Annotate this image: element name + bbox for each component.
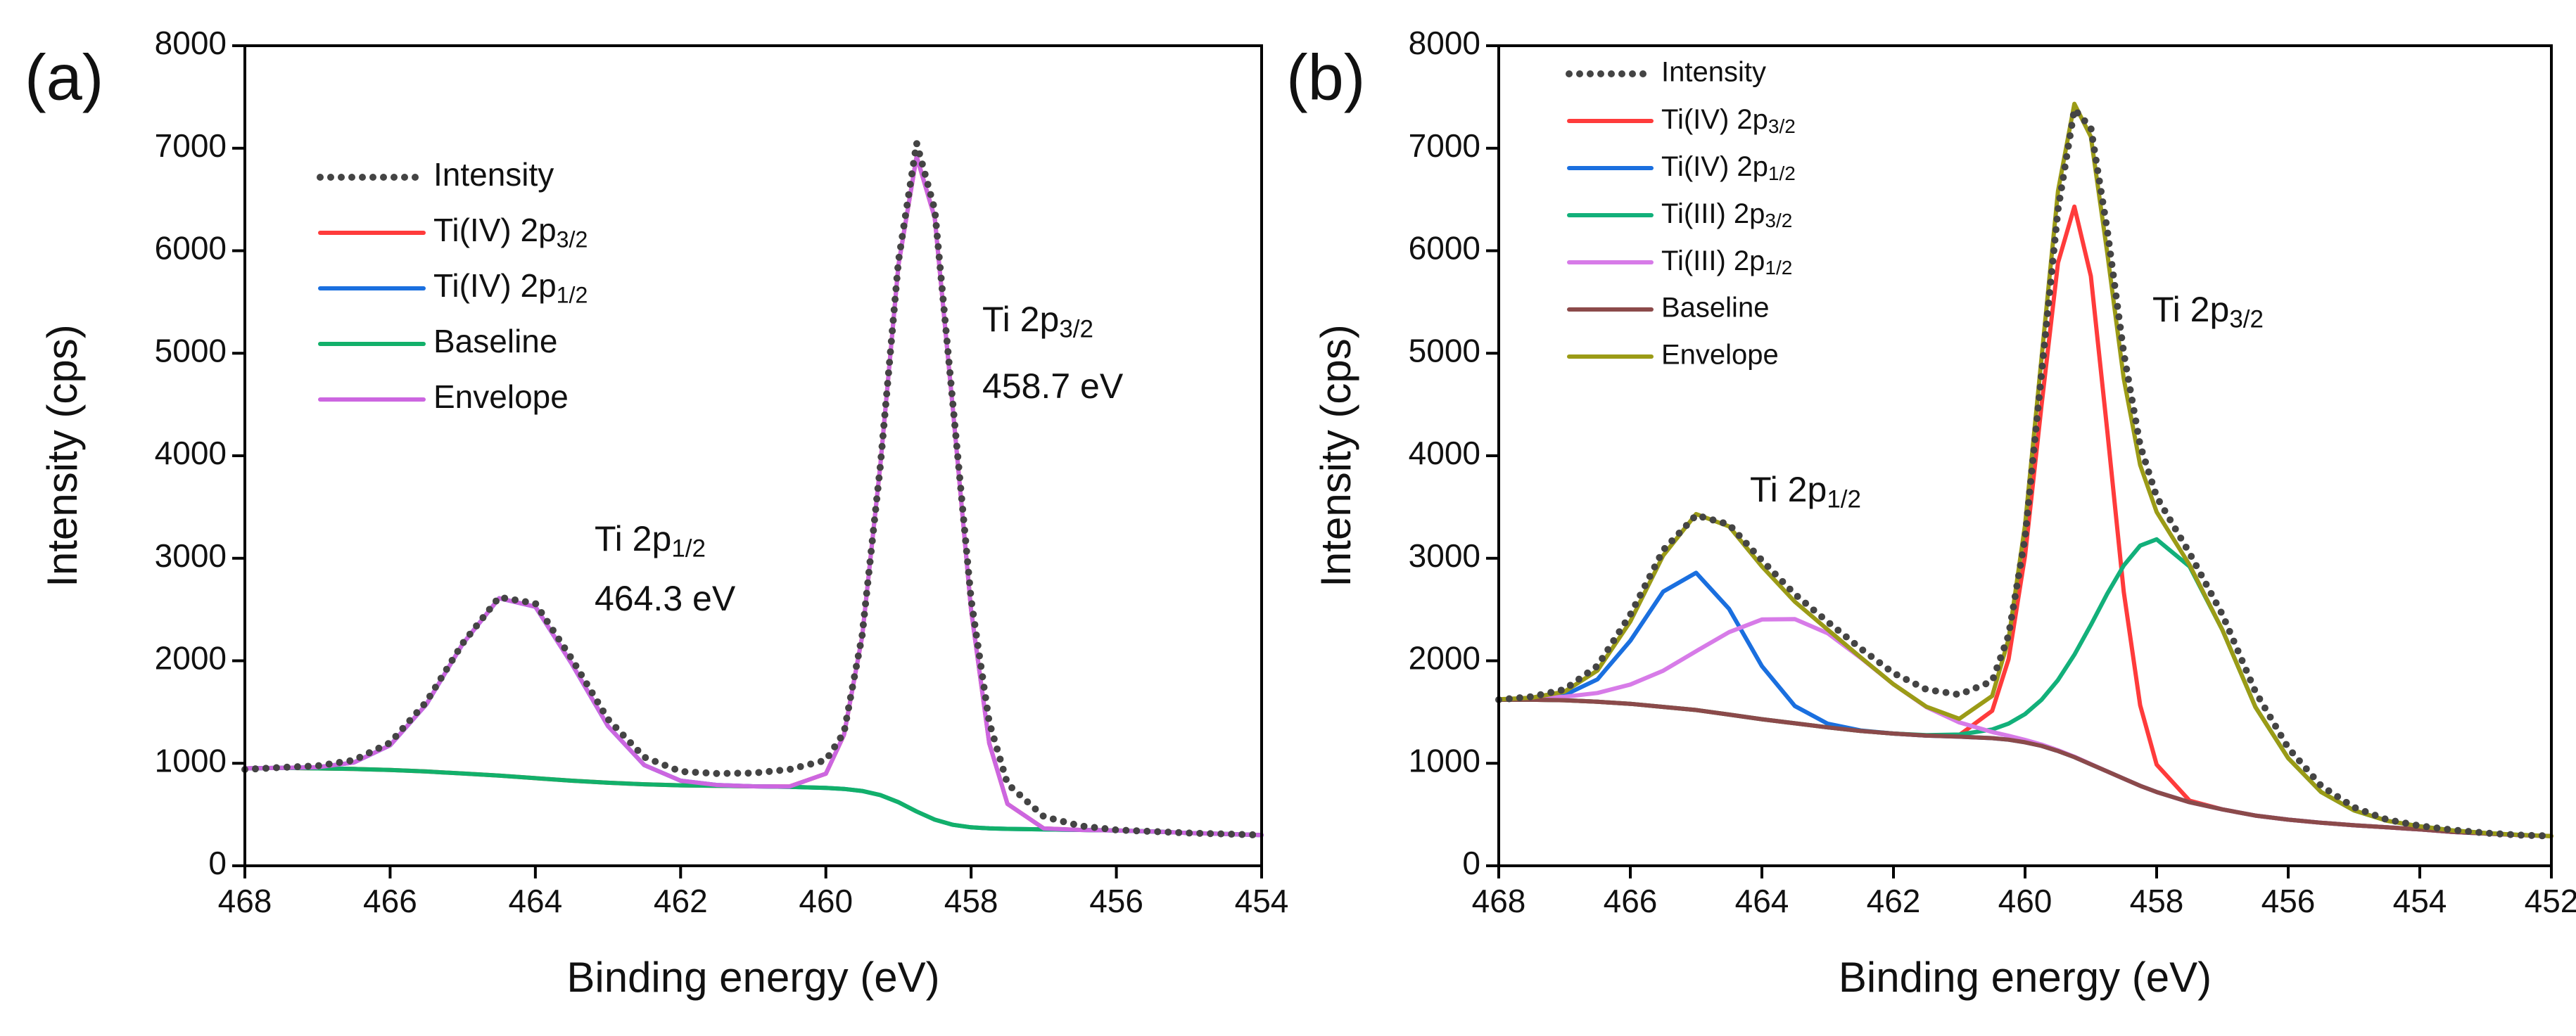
y-tick-label: 5000 — [155, 332, 227, 369]
series-line — [1497, 537, 2553, 838]
legend-label: Ti(IV) 2p3/2 — [433, 212, 588, 252]
y-axis-label: Intensity (cps) — [1312, 324, 1359, 587]
legend-label: Ti(IV) 2p1/2 — [1661, 151, 1796, 185]
x-tick-label: 460 — [799, 883, 853, 919]
legend-label: Envelope — [1661, 340, 1779, 371]
x-tick-label: 464 — [1735, 883, 1789, 919]
x-tick-label: 462 — [1867, 883, 1921, 919]
series-line — [241, 139, 1265, 839]
series-line — [1497, 697, 2553, 838]
x-tick-label: 456 — [2261, 883, 2316, 919]
legend-label: Baseline — [433, 323, 557, 359]
series-line — [243, 765, 1264, 838]
x-tick-label: 460 — [1998, 883, 2052, 919]
panel-label: (b) — [1286, 41, 1365, 113]
annotation: Ti 2p1/2 — [1750, 470, 1861, 513]
x-tick-label: 456 — [1089, 883, 1143, 919]
legend-label: Envelope — [433, 378, 569, 415]
y-tick-label: 7000 — [155, 127, 227, 164]
y-tick-label: 1000 — [155, 742, 227, 779]
x-tick-label: 468 — [218, 883, 272, 919]
y-tick-label: 6000 — [1409, 230, 1480, 267]
y-tick-label: 1000 — [1409, 742, 1480, 779]
y-tick-label: 0 — [208, 845, 227, 881]
x-tick-label: 452 — [2525, 883, 2576, 919]
series-line — [1497, 617, 2553, 838]
annotation: Ti 2p1/2 — [595, 519, 706, 562]
series-line — [1497, 101, 2553, 838]
legend-label: Baseline — [1661, 293, 1769, 324]
x-axis-label: Binding energy (eV) — [566, 954, 939, 1001]
x-tick-label: 466 — [1604, 883, 1658, 919]
x-tick-label: 458 — [944, 883, 998, 919]
y-tick-label: 6000 — [155, 230, 227, 267]
annotation: Ti 2p3/2 — [982, 300, 1093, 343]
x-tick-label: 458 — [2130, 883, 2184, 919]
y-tick-label: 8000 — [155, 25, 227, 61]
y-tick-label: 3000 — [1409, 537, 1480, 574]
series-line — [1495, 105, 2555, 840]
x-tick-label: 462 — [654, 883, 708, 919]
annotation: 458.7 eV — [982, 366, 1124, 406]
y-tick-label: 0 — [1462, 845, 1480, 881]
series-line — [243, 596, 1264, 838]
y-tick-label: 7000 — [1409, 127, 1480, 164]
y-tick-label: 5000 — [1409, 332, 1480, 369]
x-axis-label: Binding energy (eV) — [1839, 954, 2212, 1001]
plot-frame — [1497, 44, 2553, 867]
legend-label: Ti(III) 2p1/2 — [1661, 245, 1792, 279]
y-tick-label: 2000 — [155, 640, 227, 677]
annotation: Ti 2p3/2 — [2152, 290, 2264, 333]
y-tick-label: 4000 — [155, 435, 227, 471]
plot-frame — [243, 44, 1263, 867]
legend-label: Ti(IV) 2p1/2 — [433, 267, 588, 307]
x-tick-label: 466 — [363, 883, 417, 919]
y-tick-label: 2000 — [1409, 640, 1480, 677]
y-axis-label: Intensity (cps) — [39, 324, 86, 587]
x-tick-label: 464 — [508, 883, 562, 919]
annotation: 464.3 eV — [595, 579, 736, 618]
legend-label: Ti(III) 2p3/2 — [1661, 198, 1792, 232]
y-tick-label: 8000 — [1409, 25, 1480, 61]
x-tick-label: 454 — [2393, 883, 2447, 919]
panel-label: (a) — [25, 41, 103, 113]
x-tick-label: 454 — [1235, 883, 1289, 919]
legend-label: Ti(IV) 2p3/2 — [1661, 104, 1796, 138]
series-line — [243, 154, 1264, 838]
x-tick-label: 468 — [1472, 883, 1526, 919]
y-tick-label: 4000 — [1409, 435, 1480, 471]
y-tick-label: 3000 — [155, 537, 227, 574]
legend-label: Intensity — [433, 156, 554, 193]
legend-label: Intensity — [1661, 57, 1766, 88]
